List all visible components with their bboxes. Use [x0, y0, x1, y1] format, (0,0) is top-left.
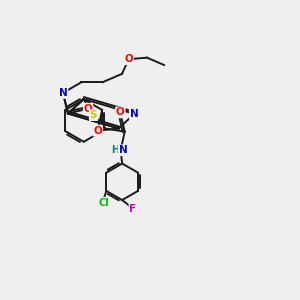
- Text: O: O: [116, 107, 124, 117]
- Text: S: S: [90, 110, 97, 120]
- Text: N: N: [130, 109, 139, 119]
- Text: O: O: [93, 126, 102, 136]
- Text: N: N: [119, 145, 128, 155]
- Text: N: N: [58, 88, 68, 98]
- Text: Cl: Cl: [98, 198, 109, 208]
- Text: O: O: [84, 104, 92, 114]
- Text: F: F: [130, 204, 136, 214]
- Text: O: O: [124, 54, 133, 64]
- Text: H: H: [111, 145, 119, 155]
